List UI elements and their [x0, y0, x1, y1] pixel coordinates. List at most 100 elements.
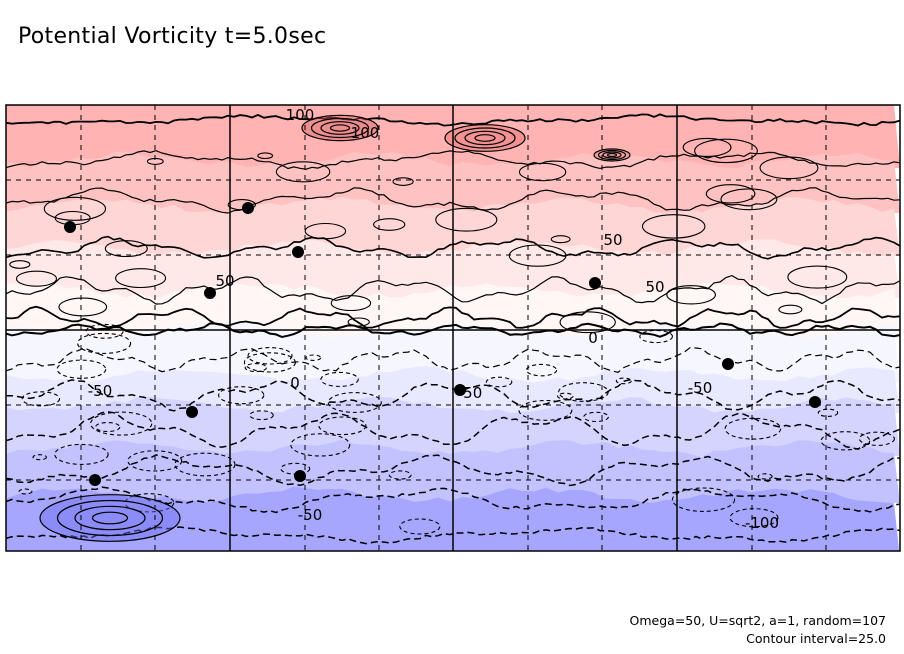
parameters-note: Omega=50, U=sqrt2, a=1, random=107 — [629, 613, 886, 628]
vortex-ring — [91, 511, 129, 525]
eddy-contour — [18, 488, 33, 495]
eddy-contour — [388, 470, 412, 480]
vortex-ring — [320, 121, 360, 135]
eddy-contour — [305, 354, 322, 361]
vortex-ring — [474, 134, 496, 142]
eddy-contour — [95, 421, 121, 433]
contour-interval-note: Contour interval=25.0 — [746, 631, 886, 646]
eddy-contour — [508, 244, 567, 267]
eddy-contour — [392, 177, 414, 186]
eddy-contour — [399, 518, 441, 535]
vortex-ring — [606, 152, 618, 158]
vortex-core — [89, 474, 101, 486]
eddy-contour — [127, 450, 183, 472]
negative-contour — [6, 526, 900, 545]
eddy-contour — [787, 265, 848, 289]
contour-label: -50 — [458, 384, 483, 402]
eddy-contour — [583, 411, 609, 423]
vortex-core — [589, 277, 601, 289]
eddy-contour — [327, 392, 382, 413]
eddy-contour — [518, 162, 567, 182]
eddy-contour — [304, 222, 347, 240]
eddy-contour — [320, 371, 359, 387]
contour-label: 50 — [645, 278, 664, 296]
eddy-contour — [58, 297, 108, 317]
contour-label: -50 — [298, 506, 323, 524]
eddy-contour — [729, 508, 779, 528]
contour-label: 100 — [286, 106, 315, 124]
eddy-contour — [435, 207, 498, 232]
eddy-contour — [32, 454, 47, 461]
vortex-core — [186, 406, 198, 418]
eddy-contour — [104, 240, 148, 258]
vortex-core — [292, 246, 304, 258]
eddy-contour — [485, 376, 513, 388]
eddy-contour — [257, 152, 274, 160]
eddy-contour — [639, 329, 673, 344]
eddy-contour — [671, 487, 736, 512]
eddy-contour — [124, 493, 175, 513]
eddy-contour — [54, 443, 109, 465]
eddy-contour — [85, 323, 124, 339]
vortex-core — [454, 384, 466, 396]
vortex-core — [722, 358, 734, 370]
vortex-core — [204, 287, 216, 299]
eddy-contour — [759, 156, 819, 180]
eddy-contour — [247, 347, 293, 365]
eddy-contour — [244, 363, 267, 373]
vortex-ring — [597, 149, 627, 161]
eddy-contour — [249, 410, 274, 421]
eddy-contour — [720, 188, 778, 211]
vortex-ring — [301, 114, 379, 142]
contour-label: -100 — [745, 514, 779, 532]
vortex-ring — [602, 151, 622, 159]
eddy-contour — [694, 138, 758, 164]
eddy-contour — [558, 382, 609, 402]
eddy-contour — [757, 473, 773, 480]
eddy-contour — [724, 417, 782, 440]
contour-label: 50 — [603, 231, 622, 249]
contour-label: -50 — [88, 382, 113, 400]
eddy-contour — [682, 137, 732, 157]
eddy-contour — [56, 359, 107, 379]
eddy-contour — [243, 352, 296, 373]
vortex-ring — [444, 124, 526, 152]
contour-labels: 100 100 50 50 50 0 0 -50 -50 -50 -50 -100 — [88, 106, 779, 532]
eddy-contour — [858, 431, 895, 446]
vortex-core — [809, 396, 821, 408]
contour-label: 0 — [588, 329, 598, 347]
eddy-contour — [9, 260, 31, 269]
vortex-ring — [74, 505, 146, 531]
plot-frame — [5, 104, 901, 552]
vortex-core — [242, 202, 254, 214]
eddy-contour — [347, 317, 370, 327]
eddy-contour — [275, 161, 331, 183]
eddy-contour — [15, 270, 58, 287]
eddy-contour — [330, 295, 372, 312]
eddy-contour — [705, 184, 756, 204]
vortex-ring — [39, 494, 181, 542]
vortex-core — [294, 470, 306, 482]
eddy-contour — [77, 332, 132, 354]
vortex-ring — [56, 499, 164, 537]
eddy-contour — [666, 285, 716, 305]
eddy-contour — [218, 386, 265, 405]
eddy-contour — [820, 431, 871, 451]
grid-lines — [6, 105, 900, 551]
vortex-cores — [39, 114, 821, 542]
vortex-core — [64, 221, 76, 233]
eddy-contour — [318, 416, 367, 436]
contour-label: 0 — [290, 374, 300, 392]
eddy-contour — [557, 392, 574, 400]
eddy-contour — [641, 214, 706, 239]
contour-label: 50 — [215, 272, 234, 290]
eddy-contour — [227, 199, 256, 211]
contour-label: 100 — [351, 124, 380, 142]
contour-label: -50 — [688, 379, 713, 397]
eddy-contour — [615, 377, 632, 385]
vortex-ring — [454, 127, 516, 149]
eddy-contour — [817, 408, 839, 417]
eddy-contour — [174, 452, 236, 477]
vortex-ring — [464, 130, 506, 146]
